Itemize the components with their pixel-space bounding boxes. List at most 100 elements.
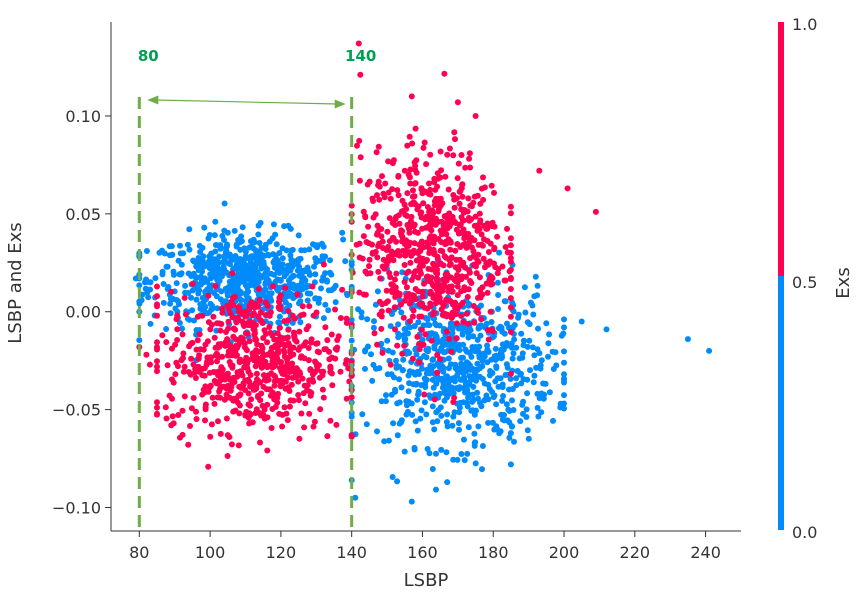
point-exs-0	[196, 327, 203, 333]
point-exs-0	[500, 393, 507, 399]
point-exs-1	[477, 217, 484, 224]
point-exs-1	[229, 270, 236, 277]
point-exs-1	[175, 412, 182, 418]
point-exs-1	[247, 402, 254, 409]
point-exs-0	[173, 297, 180, 303]
point-exs-1	[410, 223, 417, 230]
point-exs-0	[167, 252, 173, 259]
point-exs-1	[221, 396, 228, 403]
point-exs-1	[246, 306, 253, 313]
point-exs-1	[446, 239, 453, 246]
point-exs-0	[538, 409, 545, 416]
point-exs-1	[294, 291, 301, 298]
point-exs-0	[218, 269, 225, 276]
point-exs-1	[375, 268, 382, 275]
point-exs-1	[313, 309, 320, 316]
point-exs-0	[395, 334, 402, 341]
point-exs-0	[495, 306, 502, 312]
point-exs-0	[478, 403, 485, 410]
point-exs-0	[398, 309, 405, 316]
point-exs-0	[314, 244, 321, 251]
point-exs-0	[501, 412, 507, 418]
point-exs-1	[470, 303, 477, 309]
point-exs-0	[161, 250, 168, 257]
point-exs-1	[439, 248, 446, 255]
point-exs-0	[561, 324, 567, 331]
point-exs-1	[457, 262, 464, 269]
point-exs-1	[306, 410, 313, 417]
point-exs-1	[226, 375, 233, 382]
point-exs-1	[163, 415, 170, 422]
point-exs-1	[168, 422, 175, 429]
point-exs-0	[257, 219, 264, 226]
point-exs-1	[210, 313, 217, 320]
point-exs-0	[496, 249, 503, 256]
point-exs-1	[195, 355, 202, 362]
point-exs-0	[429, 419, 436, 426]
point-exs-0	[502, 298, 509, 305]
point-exs-1	[403, 270, 410, 277]
point-exs-0	[478, 302, 484, 309]
point-exs-0	[273, 241, 280, 248]
point-exs-1	[275, 390, 282, 397]
point-exs-1	[480, 174, 486, 181]
point-exs-1	[477, 291, 484, 298]
point-exs-0	[193, 285, 200, 292]
point-exs-1	[285, 384, 292, 391]
point-exs-1	[489, 223, 496, 230]
point-exs-1	[190, 361, 197, 368]
point-exs-0	[147, 320, 154, 327]
point-exs-1	[227, 310, 234, 317]
point-exs-1	[280, 347, 287, 354]
point-exs-1	[428, 274, 435, 281]
point-exs-0	[179, 325, 185, 332]
point-exs-1	[592, 208, 599, 215]
point-exs-0	[412, 346, 419, 353]
x-tick-label: 160	[407, 543, 438, 562]
point-exs-0	[531, 352, 538, 359]
point-exs-1	[215, 372, 222, 379]
point-exs-1	[345, 365, 352, 372]
point-exs-0	[443, 419, 450, 426]
point-exs-1	[472, 213, 479, 220]
point-exs-1	[286, 403, 293, 410]
point-exs-0	[485, 396, 492, 403]
point-exs-1	[378, 226, 385, 232]
point-exs-0	[412, 418, 419, 425]
point-exs-1	[507, 370, 514, 377]
point-exs-1	[204, 338, 211, 345]
point-exs-0	[294, 285, 301, 292]
point-exs-1	[458, 288, 465, 295]
point-exs-0	[485, 419, 492, 426]
point-exs-1	[507, 242, 514, 249]
point-exs-0	[304, 297, 311, 304]
point-exs-0	[408, 498, 415, 505]
point-exs-0	[436, 322, 443, 329]
point-exs-1	[418, 214, 425, 221]
point-exs-0	[406, 350, 413, 356]
point-exs-0	[506, 386, 512, 393]
point-exs-0	[447, 377, 454, 384]
point-exs-0	[297, 319, 304, 326]
point-exs-1	[211, 334, 218, 341]
point-exs-1	[507, 203, 514, 210]
point-exs-1	[460, 319, 467, 325]
point-exs-1	[215, 418, 221, 425]
point-exs-0	[429, 466, 436, 472]
point-exs-0	[164, 263, 171, 270]
point-exs-1	[234, 373, 241, 380]
point-exs-0	[531, 372, 538, 379]
point-exs-1	[392, 294, 399, 300]
point-exs-1	[310, 423, 317, 430]
point-exs-1	[454, 241, 461, 247]
point-exs-1	[154, 283, 160, 290]
point-exs-0	[396, 376, 403, 383]
point-exs-1	[407, 166, 414, 173]
point-exs-0	[506, 434, 513, 441]
point-exs-1	[387, 361, 394, 368]
x-tick-label: 240	[690, 543, 721, 562]
point-exs-0	[295, 232, 302, 239]
point-exs-0	[217, 245, 224, 252]
point-exs-1	[189, 280, 196, 287]
point-exs-0	[475, 423, 482, 430]
